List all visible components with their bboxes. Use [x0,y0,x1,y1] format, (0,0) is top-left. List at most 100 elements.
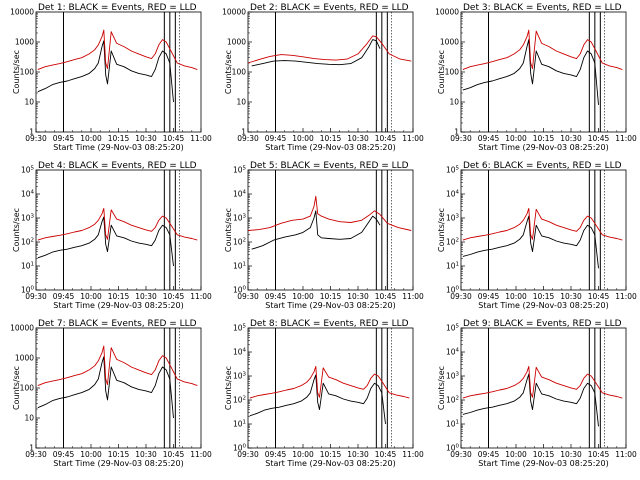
y-tick-label: 101 [233,262,246,271]
chart-title: Det 9: BLACK = Events, RED = LLD [463,319,622,329]
x-axis-label: Start Time (29-Nov-03 08:25:20) [265,459,395,468]
events-series-line [37,40,174,103]
y-tick-label: 104 [233,348,247,357]
plot-frame [35,327,202,449]
y-tick-label: 1000 [15,354,34,363]
lld-series-line [247,195,412,231]
chart-panel-1: Det 1: BLACK = Events, RED = LLD 1 10 100 10… [10,3,212,152]
y-axis-label: Counts/sec [12,50,21,94]
y-tick-exponent: 5 [243,324,247,330]
plot-frame [35,169,202,291]
events-series-line [249,374,386,425]
chart-panel-9: Det 9: BLACK = Events, RED = LLD 100 101 10… [437,319,637,468]
x-tick-label: 11:00 [190,292,212,301]
x-tick-label: 11:00 [190,450,212,459]
y-tick-label: 103 [233,214,247,223]
y-axis-label: Counts/sec [12,366,21,410]
x-tick-label: 09:45 [478,450,500,459]
y-tick-exponent: 5 [456,324,460,330]
y-tick-label: 103 [233,372,247,381]
y-tick-label: 102 [446,238,459,247]
x-tick-label: 11:00 [615,450,637,459]
x-tick-label: 10:15 [533,292,555,301]
y-tick-label: 105 [233,324,247,333]
y-tick-exponent: 0 [31,286,35,292]
y-tick-label: 10 [449,98,459,107]
x-tick-label: 10:45 [375,450,397,459]
x-tick-label: 09:30 [237,450,259,459]
x-tick-label: 10:30 [560,134,582,143]
y-tick-label: 102 [233,238,246,247]
y-tick-exponent: 3 [456,372,460,378]
x-tick-label: 10:45 [375,134,397,143]
x-tick-label: 10:15 [108,134,130,143]
y-tick-exponent: 2 [243,396,247,402]
y-axis-label: Counts/sec [437,50,446,94]
y-tick-label: 101 [446,420,459,429]
chart-panel-2: Det 2: BLACK = Events, RED = LLD 1 10 100 10… [222,3,424,152]
x-tick-label: 10:15 [320,450,342,459]
y-tick-label: 103 [21,214,35,223]
y-tick-label: 104 [233,190,247,199]
y-tick-label: 10000 [222,8,246,17]
x-tick-label: 10:00 [292,450,314,459]
x-axis-label: Start Time (29-Nov-03 08:25:20) [478,301,608,310]
y-tick-exponent: 2 [456,238,460,244]
y-tick-label: 10000 [435,8,459,17]
x-tick-label: 10:00 [80,134,102,143]
x-tick-label: 09:45 [478,292,500,301]
chart-title: Det 2: BLACK = Events, RED = LLD [250,3,409,13]
y-tick-label: 105 [21,166,35,175]
y-tick-label: 100 [232,68,247,77]
y-tick-label: 101 [233,420,246,429]
events-series-line [37,216,174,267]
x-axis-label: Start Time (29-Nov-03 08:25:20) [53,143,183,152]
y-tick-exponent: 5 [243,166,247,172]
events-series-line [462,215,599,269]
x-tick-label: 10:30 [347,134,369,143]
chart-panel-4: Det 4: BLACK = Events, RED = LLD10010110… [12,161,212,310]
y-tick-label: 10000 [10,8,34,17]
y-tick-label: 100 [20,68,35,77]
x-tick-label: 11:00 [190,134,212,143]
y-tick-label: 100 [446,444,460,453]
lld-series-line [462,365,623,399]
y-tick-label: 1 [29,128,34,137]
x-tick-label: 11:00 [615,134,637,143]
lld-series-line [249,365,410,399]
y-axis-label: Counts/sec [12,208,21,252]
x-tick-label: 09:45 [265,450,287,459]
chart-panel-6: Det 6: BLACK = Events, RED = LLD10010110… [437,161,637,310]
plot-frame [35,11,202,133]
y-tick-exponent: 5 [456,166,460,172]
y-tick-label: 103 [446,214,460,223]
events-series-line [462,373,599,427]
plot-frame [247,169,414,291]
y-tick-exponent: 4 [31,190,35,196]
events-series-line [251,210,381,250]
x-tick-label: 10:15 [533,450,555,459]
x-tick-label: 09:45 [53,450,75,459]
y-tick-label: 100 [233,444,247,453]
x-tick-label: 10:45 [588,292,610,301]
chart-title: Det 3: BLACK = Events, RED = LLD [463,3,622,13]
x-tick-label: 10:45 [163,450,185,459]
y-tick-label: 10 [24,414,34,423]
x-tick-label: 10:00 [292,292,314,301]
x-tick-label: 11:00 [402,134,424,143]
lld-series-line [462,29,623,71]
y-axis-label: Counts/sec [224,366,233,410]
plot-frame [247,11,414,133]
x-tick-label: 09:45 [53,292,75,301]
x-tick-label: 11:00 [402,450,424,459]
x-tick-label: 11:00 [615,292,637,301]
x-tick-label: 10:00 [505,450,527,459]
y-tick-exponent: 3 [243,214,247,220]
x-tick-label: 09:30 [237,292,259,301]
y-tick-exponent: 4 [243,190,247,196]
y-tick-label: 1000 [227,38,246,47]
chart-title: Det 5: BLACK = Events, RED = LLD [250,161,409,171]
plot-frame [460,11,627,133]
x-tick-label: 10:45 [588,134,610,143]
